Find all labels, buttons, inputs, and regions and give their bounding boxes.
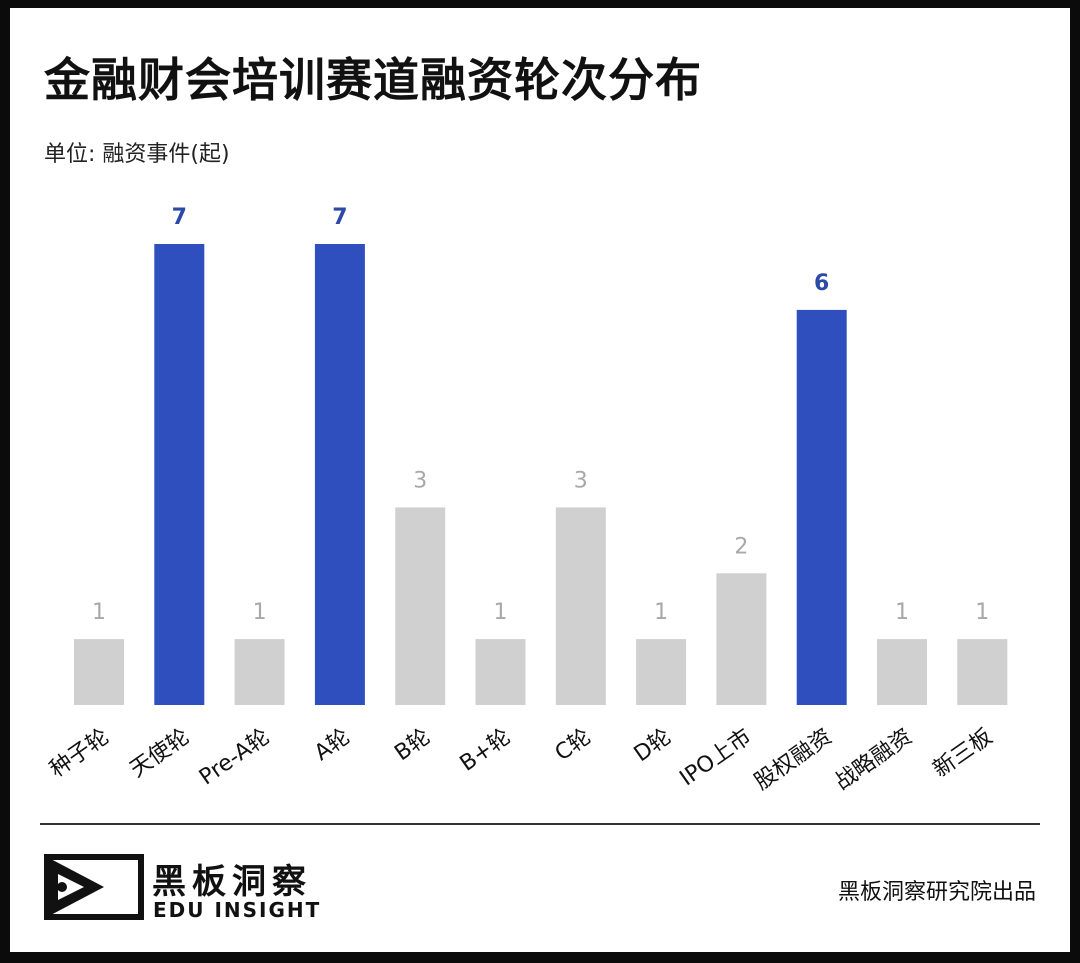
data-label: 1 — [975, 600, 989, 625]
bar-B+轮 — [475, 639, 526, 705]
data-label: 1 — [895, 600, 909, 625]
x-tick-label: A轮 — [310, 724, 355, 766]
data-label: 7 — [172, 205, 187, 230]
chart-title: 金融财会培训赛道融资轮次分布 — [44, 53, 702, 107]
x-tick-label: IPO上市 — [676, 724, 757, 791]
bar-A轮 — [314, 244, 365, 705]
unit-label: 单位: 融资事件(起) — [44, 142, 230, 167]
data-label: 3 — [574, 468, 588, 493]
x-tick-label: Pre-A轮 — [195, 724, 274, 790]
x-tick-label: C轮 — [551, 724, 596, 766]
data-label: 6 — [814, 271, 829, 296]
bar-天使轮 — [154, 244, 205, 705]
x-tick-label: 新三板 — [929, 724, 997, 782]
logo-text-en: EDU INSIGHT — [153, 898, 322, 922]
x-tick-label: B+轮 — [456, 724, 516, 776]
bar-IPO上市 — [716, 573, 767, 705]
data-label: 1 — [92, 600, 106, 625]
footer-divider — [40, 823, 1040, 825]
data-label: 2 — [734, 534, 748, 559]
data-label: 3 — [413, 468, 427, 493]
x-tick-label: 天使轮 — [126, 724, 194, 782]
x-tick-label: B轮 — [390, 724, 435, 766]
bar-种子轮 — [74, 639, 124, 705]
bar-D轮 — [636, 639, 687, 705]
data-label: 1 — [253, 600, 267, 625]
logo-text-cn: 黑板洞察 — [152, 862, 312, 902]
bar-B轮 — [395, 507, 446, 705]
bar-chart: 1 种子轮 7 天使轮 1 Pre-A轮 7 A轮 3 B轮 1 B+轮 3 C轮 1 D轮 2 IPO上市 6 股权… — [45, 205, 1008, 795]
x-tick-label: 战略融资 — [830, 724, 916, 795]
x-tick-label: 股权融资 — [750, 724, 836, 795]
bar-股权融资 — [796, 309, 847, 705]
data-label: 1 — [654, 600, 668, 625]
data-label: 7 — [332, 205, 347, 230]
bar-C轮 — [555, 507, 606, 705]
chart-card: 金融财会培训赛道融资轮次分布 单位: 融资事件(起) 1 种子轮 7 天使轮 1 Pre-… — [10, 8, 1070, 952]
x-tick-label: D轮 — [630, 724, 676, 767]
bar-新三板 — [957, 639, 1008, 705]
play-frame-icon — [44, 854, 144, 920]
bar-战略融资 — [877, 639, 927, 705]
x-tick-label: 种子轮 — [45, 724, 113, 782]
bar-Pre-A轮 — [234, 639, 285, 705]
data-label: 1 — [494, 600, 508, 625]
credit-text: 黑板洞察研究院出品 — [837, 880, 1036, 905]
